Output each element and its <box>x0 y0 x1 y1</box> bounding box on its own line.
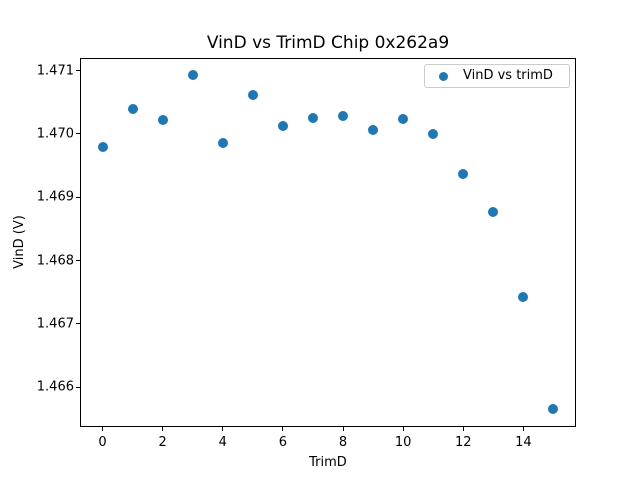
legend-label: VinD vs trimD <box>463 68 553 83</box>
y-tick-mark <box>76 323 80 325</box>
y-tick-label: 1.467 <box>36 316 74 332</box>
y-tick-label: 1.471 <box>36 63 74 79</box>
data-point <box>518 292 529 303</box>
y-tick-label: 1.470 <box>36 126 74 142</box>
plot-area <box>80 58 576 427</box>
legend-marker-icon <box>439 71 448 81</box>
x-tick-label: 4 <box>218 435 227 450</box>
x-tick-mark <box>222 427 224 431</box>
data-point <box>187 70 198 81</box>
x-tick-label: 6 <box>278 435 288 450</box>
data-point <box>127 103 138 114</box>
data-point <box>307 113 318 124</box>
data-point <box>338 110 349 121</box>
y-tick-label: 1.468 <box>36 253 74 269</box>
y-tick-mark <box>76 133 80 135</box>
data-point <box>277 120 288 131</box>
x-tick-label: 0 <box>98 435 107 450</box>
y-tick-mark <box>76 70 80 72</box>
x-tick-mark <box>282 427 284 431</box>
data-point <box>97 142 108 153</box>
x-tick-mark <box>462 427 464 431</box>
y-tick-mark <box>76 386 80 388</box>
data-point <box>398 113 409 124</box>
x-tick-mark <box>162 427 164 431</box>
x-tick-mark <box>102 427 104 431</box>
y-tick-label: 1.469 <box>36 189 74 205</box>
y-tick-mark <box>76 260 80 262</box>
legend: VinD vs trimD <box>424 64 570 88</box>
y-tick-label: 1.466 <box>36 379 74 395</box>
y-tick-mark <box>76 196 80 198</box>
data-point <box>548 404 559 415</box>
x-tick-label: 12 <box>454 435 472 450</box>
data-point <box>157 115 168 126</box>
x-tick-label: 8 <box>338 435 348 450</box>
x-tick-mark <box>342 427 344 431</box>
x-tick-label: 14 <box>515 435 532 450</box>
x-axis-label: TrimD <box>309 455 347 470</box>
data-point <box>488 207 499 218</box>
data-point <box>247 89 258 100</box>
x-tick-mark <box>402 427 404 431</box>
data-point <box>217 138 228 149</box>
x-tick-label: 2 <box>158 435 167 450</box>
chart-title: VinD vs TrimD Chip 0x262a9 <box>206 33 450 53</box>
data-point <box>368 125 379 136</box>
data-point <box>428 128 439 139</box>
x-tick-mark <box>522 427 524 431</box>
x-tick-label: 10 <box>394 435 412 450</box>
data-point <box>458 168 469 179</box>
